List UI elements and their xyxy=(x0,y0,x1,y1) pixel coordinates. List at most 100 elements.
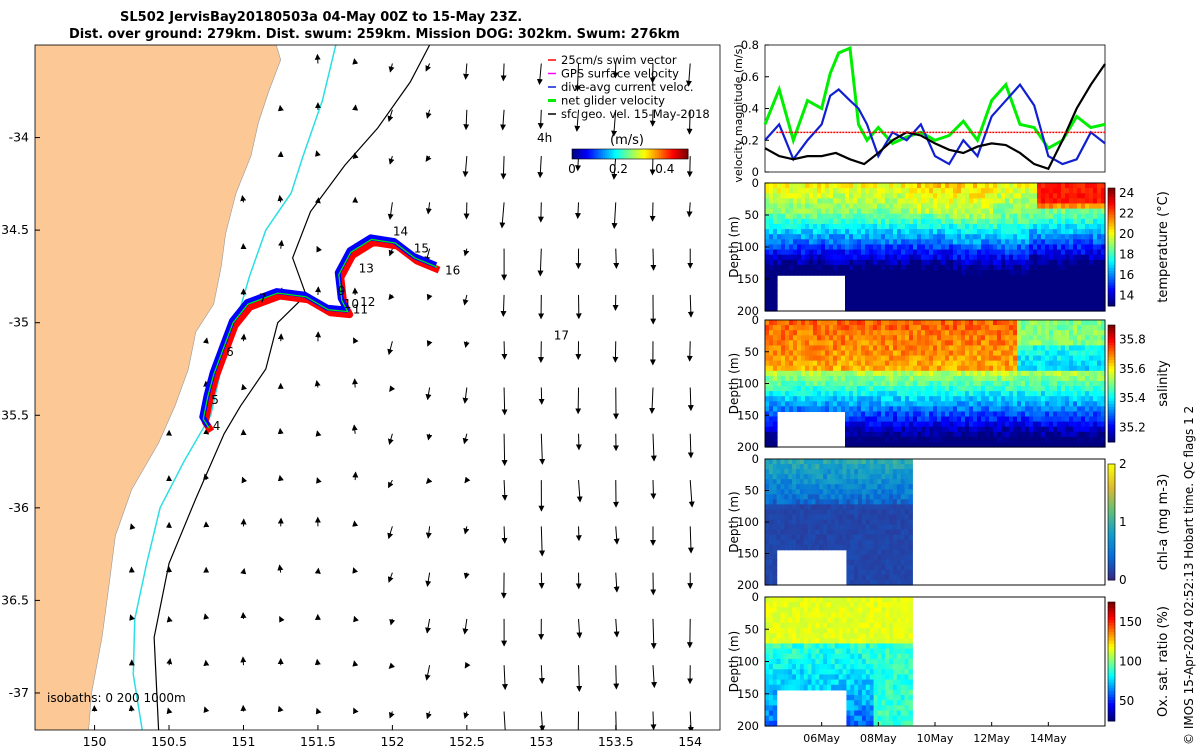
chla-cell xyxy=(819,464,824,470)
salinity-cell xyxy=(773,421,778,428)
salinity-cell xyxy=(1101,350,1106,357)
salinity-cell xyxy=(1033,421,1038,428)
temperature-cell xyxy=(1025,218,1030,225)
salinity-cell xyxy=(981,426,986,433)
salinity-cell xyxy=(1093,320,1098,326)
temperature-cell xyxy=(989,193,994,199)
temperature-cell xyxy=(865,229,870,235)
temperature-colorbar-segment xyxy=(1108,196,1115,201)
map-y-tick-label: 36.5 xyxy=(1,592,29,607)
temperature-cell xyxy=(969,275,974,281)
chla-cell xyxy=(792,514,797,521)
temperature-cell xyxy=(789,193,794,199)
chla-cell xyxy=(768,484,774,490)
temperature-cell xyxy=(933,229,938,235)
temperature-cell xyxy=(917,188,922,194)
salinity-cell xyxy=(985,340,990,346)
temperature-cell xyxy=(1049,290,1054,297)
temperature-cell xyxy=(1021,183,1026,189)
temperature-cell xyxy=(1029,285,1034,292)
temperature-cell xyxy=(1053,203,1058,210)
temperature-cell xyxy=(1045,234,1050,240)
temperature-cell xyxy=(833,229,838,235)
track-day-label: 4 xyxy=(213,419,221,433)
temperature-cell xyxy=(853,198,858,205)
temperature-cell xyxy=(981,234,986,240)
salinity-cell xyxy=(1001,340,1006,346)
salinity-cell xyxy=(997,335,1002,341)
temperature-cell xyxy=(1005,254,1010,261)
temperature-cell xyxy=(1013,203,1018,210)
temperature-cell xyxy=(769,203,774,210)
temperature-cell xyxy=(885,223,890,230)
salinity-cell xyxy=(1065,411,1070,418)
temperature-cell xyxy=(981,198,986,205)
temperature-cell xyxy=(1005,208,1010,215)
temperature-cell xyxy=(813,244,818,251)
temperature-cell xyxy=(925,300,930,307)
temperature-cell xyxy=(785,203,790,210)
salinity-cell xyxy=(1069,360,1074,367)
chla-cell xyxy=(854,529,859,536)
temperature-cell xyxy=(769,254,774,261)
salinity-cell xyxy=(949,360,954,367)
geo-velocity-arrow xyxy=(501,480,508,501)
chla-cell xyxy=(823,469,828,475)
salinity-cell xyxy=(1009,340,1014,346)
salinity-cell xyxy=(993,345,998,352)
chla-cell xyxy=(776,524,782,531)
chla-cell xyxy=(846,479,851,485)
chla-cell xyxy=(842,514,848,521)
chla-cell xyxy=(803,509,809,516)
temperature-cell xyxy=(1005,239,1010,246)
temperature-cell xyxy=(1057,198,1062,205)
salinity-cell xyxy=(789,370,794,377)
temperature-cell xyxy=(1025,270,1030,276)
salinity-cell xyxy=(837,340,842,346)
salinity-cell xyxy=(993,391,998,397)
temperature-cell xyxy=(1049,285,1054,292)
temperature-cell xyxy=(1061,203,1066,210)
temperature-cell xyxy=(849,208,854,215)
temperature-cell xyxy=(977,300,982,307)
chla-cell xyxy=(772,549,778,556)
temperature-cell xyxy=(865,305,870,312)
geo-velocity-arrow xyxy=(241,476,248,484)
temperature-cell xyxy=(797,193,802,199)
salinity-cell xyxy=(785,386,790,392)
salinity-cell xyxy=(781,330,786,336)
temperature-cell xyxy=(861,244,866,251)
salinity-cell xyxy=(893,380,898,387)
temperature-cell xyxy=(881,229,886,235)
temperature-cell xyxy=(1049,193,1054,199)
temperature-cell xyxy=(873,285,878,292)
salinity-cell xyxy=(821,340,826,346)
temperature-cell xyxy=(953,249,958,256)
temperature-cell xyxy=(805,264,810,271)
temperature-cell xyxy=(921,183,926,189)
chla-cell xyxy=(799,504,805,510)
temperature-cell xyxy=(1073,198,1078,205)
salinity-cell xyxy=(941,335,946,341)
temperature-cell xyxy=(865,198,870,205)
temperature-cell xyxy=(785,229,790,235)
salinity-cell xyxy=(789,340,794,346)
temperature-cell xyxy=(1085,254,1090,261)
temperature-cell xyxy=(781,218,786,225)
temperature-cell xyxy=(781,203,786,210)
salinity-cell xyxy=(829,401,834,407)
chla-cell xyxy=(858,519,863,526)
temperature-cell xyxy=(913,249,918,256)
temperature-cell xyxy=(1041,280,1046,286)
salinity-cell xyxy=(1069,340,1074,346)
temperature-cell xyxy=(1049,295,1054,302)
salinity-colorbar-segment xyxy=(1108,427,1115,431)
salinity-cell xyxy=(789,375,794,382)
salinity-cell xyxy=(945,386,950,392)
salinity-cell xyxy=(781,345,786,352)
salinity-cell xyxy=(929,416,934,423)
temperature-cell xyxy=(1073,270,1078,276)
salinity-cell xyxy=(1077,421,1082,428)
chla-cell xyxy=(861,464,867,470)
salinity-cell xyxy=(765,335,770,341)
